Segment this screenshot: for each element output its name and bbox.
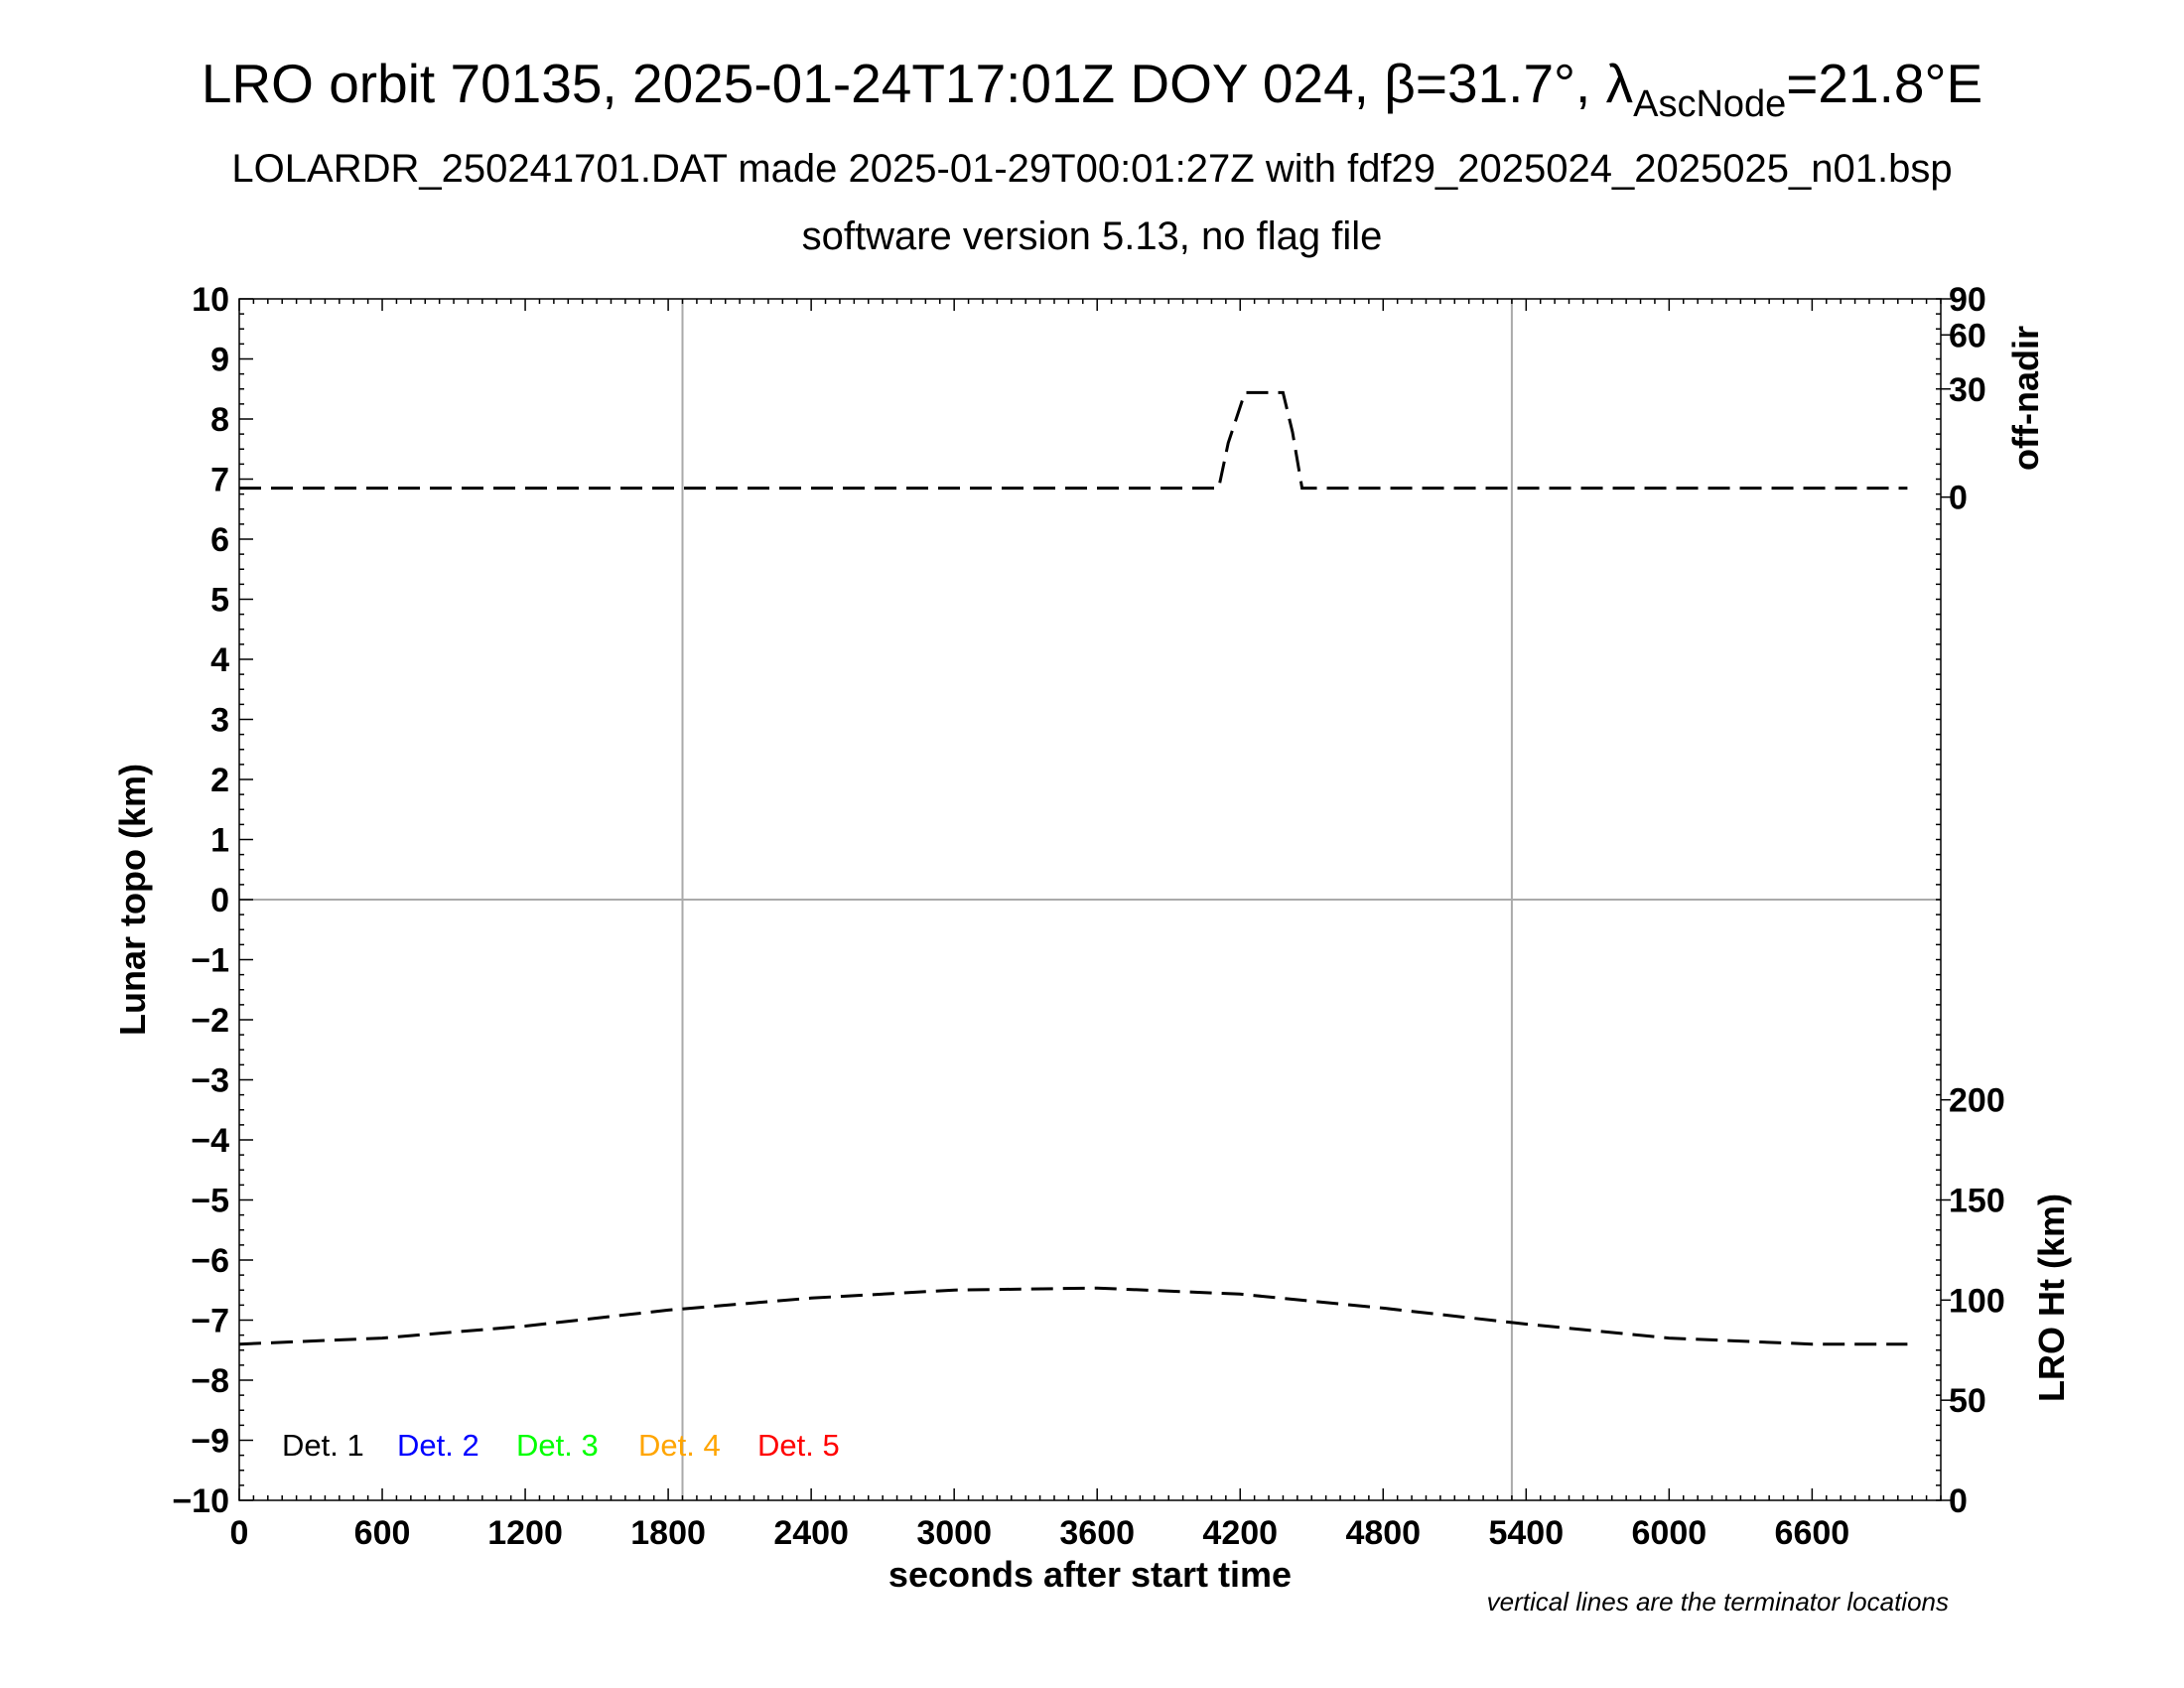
y-tick-label: −8 <box>191 1362 229 1400</box>
x-tick-label: 3000 <box>916 1514 992 1552</box>
y-tick-label: 0 <box>210 882 229 919</box>
y-tick-label: 10 <box>192 281 229 319</box>
legend: Det. 1 Det. 2 Det. 3 Det. 4 Det. 5 <box>282 1428 840 1463</box>
x-tick-label: 600 <box>354 1514 411 1552</box>
x-axis-title: seconds after start time <box>888 1554 1292 1595</box>
x-tick-label: 3600 <box>1059 1514 1135 1552</box>
chart-title-end: =21.8°E <box>1786 53 1983 114</box>
y-tick-label: −1 <box>191 942 229 980</box>
lro-height-tick-label: 50 <box>1949 1382 1986 1420</box>
lro-height-tick-label: 150 <box>1949 1182 2005 1219</box>
y-axis-title: Lunar topo (km) <box>112 764 153 1036</box>
x-tick-label: 2400 <box>773 1514 849 1552</box>
y-tick-label: −10 <box>172 1482 229 1520</box>
y-tick-label: 1 <box>210 822 229 860</box>
y-tick-label: −6 <box>191 1242 229 1280</box>
grid-layer <box>239 299 1941 1500</box>
x-tick-label: 4200 <box>1202 1514 1278 1552</box>
y-tick-label: 5 <box>210 582 229 620</box>
chart-subtitle-version: software version 5.13, no flag file <box>801 214 1383 258</box>
legend-entry: Det. 3 <box>516 1428 599 1463</box>
x-tick-label: 5400 <box>1488 1514 1564 1552</box>
y-tick-label: 2 <box>210 762 229 799</box>
terminator-note: vertical lines are the terminator locati… <box>1487 1587 1949 1617</box>
x-tick-label: 6600 <box>1775 1514 1850 1552</box>
ticks-layer <box>238 298 1951 1501</box>
chart-title: LRO orbit 70135, 2025-01-24T17:01Z DOY 0… <box>0 52 2184 126</box>
off-nadir-series-line <box>239 390 1908 491</box>
x-tick-label: 4800 <box>1345 1514 1421 1552</box>
lro-height-tick-label: 200 <box>1949 1082 2005 1120</box>
series-layer <box>238 390 1908 1346</box>
y-tick-label: −4 <box>191 1122 229 1160</box>
labels-layer: 0 600 1200 1800 2400 3000 3600 4200 4800 5400 6000… <box>172 281 2004 1552</box>
chart-title-main: LRO orbit 70135, 2025-01-24T17:01Z DOY 0… <box>201 53 1634 114</box>
y-tick-label: −7 <box>191 1303 229 1340</box>
lro-height-series-line <box>238 1286 1908 1346</box>
lro-height-tick-label: 0 <box>1949 1482 1968 1520</box>
off-nadir-tick-label: 30 <box>1949 371 1986 409</box>
y-tick-label: 4 <box>210 641 229 679</box>
lro-height-axis-title: LRO Ht (km) <box>2031 1194 2072 1402</box>
y-tick-label: 8 <box>210 401 229 439</box>
y-tick-label: −9 <box>191 1423 229 1461</box>
lro-height-tick-label: 100 <box>1949 1282 2005 1320</box>
off-nadir-tick-label: 60 <box>1949 317 1986 354</box>
off-nadir-axis-title: off-nadir <box>2005 326 2046 471</box>
off-nadir-tick-label: 90 <box>1949 281 1986 319</box>
chart-title-subscript: AscNode <box>1633 83 1787 125</box>
y-tick-label: 9 <box>210 342 229 379</box>
y-tick-label: −5 <box>191 1183 229 1220</box>
legend-entry: Det. 1 <box>282 1428 364 1463</box>
y-tick-label: 6 <box>210 521 229 559</box>
y-tick-label: −3 <box>191 1062 229 1100</box>
x-tick-label: 1800 <box>630 1514 706 1552</box>
x-tick-label: 1200 <box>487 1514 563 1552</box>
y-tick-label: −2 <box>191 1002 229 1040</box>
chart-subtitle: LOLARDR_250241701.DAT made 2025-01-29T00… <box>231 147 1953 191</box>
legend-entry: Det. 5 <box>757 1428 840 1463</box>
y-tick-label: 7 <box>210 462 229 499</box>
y-tick-label: 3 <box>210 702 229 740</box>
x-tick-label: 0 <box>230 1514 249 1552</box>
x-tick-label: 6000 <box>1632 1514 1707 1552</box>
off-nadir-tick-label: 0 <box>1949 480 1968 517</box>
legend-entry: Det. 4 <box>638 1428 721 1463</box>
legend-entry: Det. 2 <box>397 1428 479 1463</box>
